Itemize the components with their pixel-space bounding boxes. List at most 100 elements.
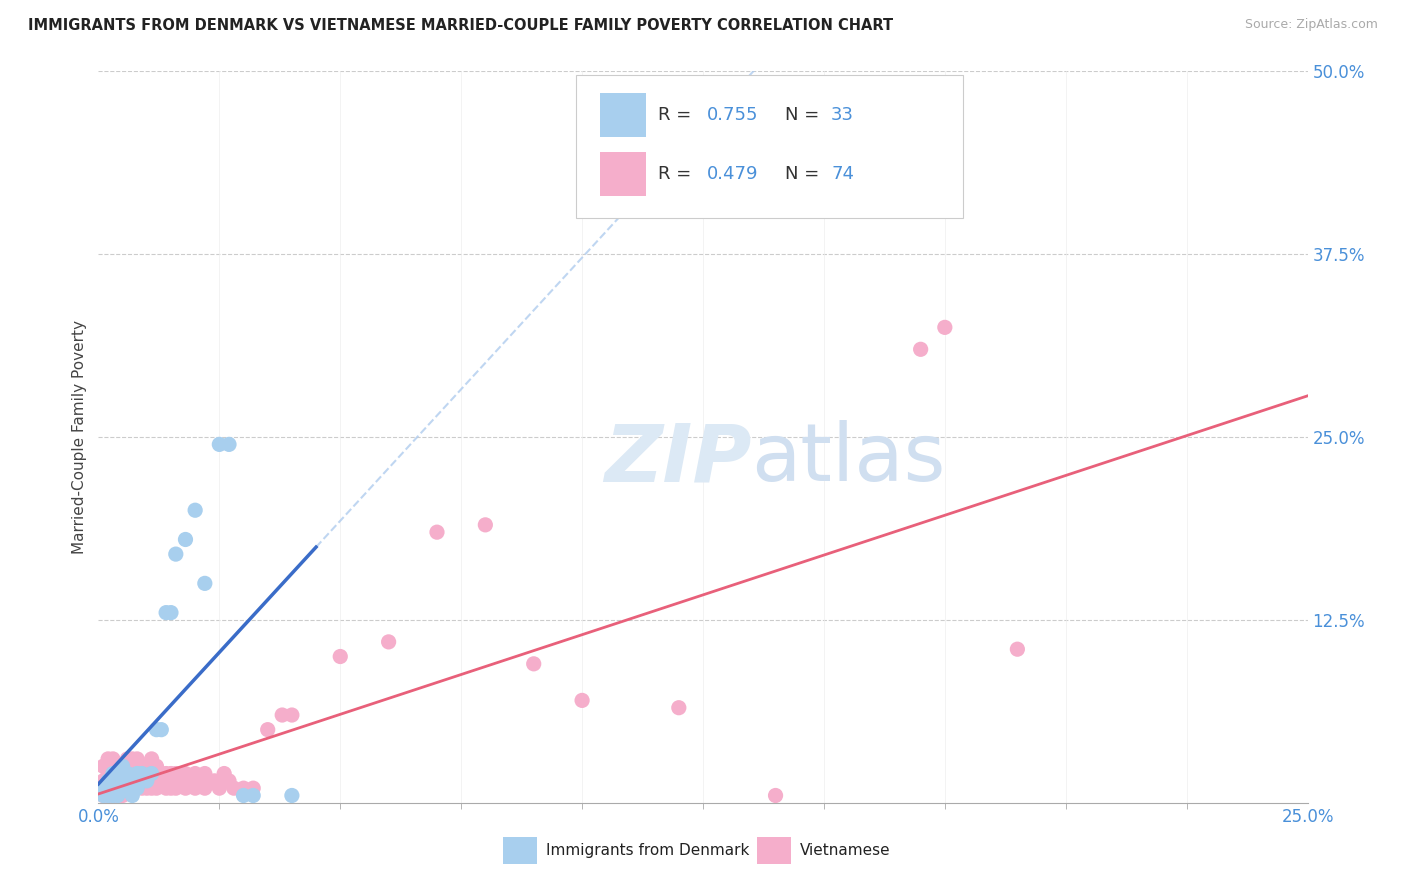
FancyBboxPatch shape bbox=[758, 838, 792, 863]
Text: N =: N = bbox=[785, 165, 825, 183]
Point bbox=[184, 766, 207, 780]
Point bbox=[101, 781, 124, 796]
Text: R =: R = bbox=[658, 106, 697, 124]
Point bbox=[188, 773, 211, 788]
Point bbox=[97, 752, 120, 766]
Point bbox=[668, 700, 690, 714]
Point bbox=[107, 759, 129, 773]
Point bbox=[271, 708, 294, 723]
Point bbox=[107, 781, 129, 796]
Point bbox=[91, 781, 114, 796]
Text: IMMIGRANTS FROM DENMARK VS VIETNAMESE MARRIED-COUPLE FAMILY POVERTY CORRELATION : IMMIGRANTS FROM DENMARK VS VIETNAMESE MA… bbox=[28, 18, 893, 33]
Point bbox=[160, 606, 183, 620]
Point bbox=[97, 766, 120, 780]
Point bbox=[174, 766, 197, 780]
Point bbox=[141, 781, 163, 796]
Point bbox=[97, 789, 120, 803]
Text: Vietnamese: Vietnamese bbox=[800, 843, 890, 858]
Point bbox=[127, 752, 149, 766]
Point bbox=[111, 759, 134, 773]
Point bbox=[135, 781, 157, 796]
Point bbox=[121, 766, 143, 780]
Point bbox=[174, 781, 197, 796]
Point bbox=[1007, 642, 1029, 657]
Point bbox=[426, 525, 449, 540]
FancyBboxPatch shape bbox=[503, 838, 537, 863]
Point bbox=[150, 773, 173, 788]
Point bbox=[218, 437, 240, 451]
Point bbox=[117, 781, 139, 796]
Text: 74: 74 bbox=[831, 165, 855, 183]
Point bbox=[145, 759, 167, 773]
Point bbox=[117, 752, 139, 766]
Point bbox=[377, 635, 399, 649]
Point bbox=[281, 789, 304, 803]
Point bbox=[281, 708, 304, 723]
Point bbox=[571, 693, 593, 707]
FancyBboxPatch shape bbox=[600, 152, 647, 195]
Point bbox=[150, 723, 173, 737]
Point bbox=[121, 789, 143, 803]
Point bbox=[910, 343, 932, 357]
Point bbox=[169, 773, 191, 788]
Point bbox=[765, 789, 787, 803]
Text: 33: 33 bbox=[831, 106, 855, 124]
Point bbox=[101, 766, 124, 780]
Point bbox=[91, 781, 114, 796]
Point bbox=[127, 766, 149, 780]
Point bbox=[141, 766, 163, 780]
Point bbox=[111, 773, 134, 788]
Point bbox=[256, 723, 278, 737]
Point bbox=[97, 781, 120, 796]
Point bbox=[141, 752, 163, 766]
Point bbox=[107, 789, 129, 803]
Point bbox=[165, 766, 187, 780]
Point bbox=[184, 781, 207, 796]
Point bbox=[165, 781, 187, 796]
Point bbox=[194, 781, 217, 796]
Point bbox=[91, 789, 114, 803]
Point bbox=[155, 766, 177, 780]
Point bbox=[111, 759, 134, 773]
Point bbox=[523, 657, 546, 671]
Point bbox=[117, 766, 139, 780]
Point bbox=[107, 789, 129, 803]
Point bbox=[934, 320, 956, 334]
Point bbox=[155, 781, 177, 796]
Point bbox=[145, 781, 167, 796]
Point bbox=[179, 773, 201, 788]
Point bbox=[91, 789, 114, 803]
Point bbox=[194, 766, 217, 780]
Point bbox=[232, 781, 254, 796]
Point bbox=[91, 759, 114, 773]
Point bbox=[101, 781, 124, 796]
Point bbox=[127, 781, 149, 796]
Point bbox=[135, 759, 157, 773]
Point bbox=[127, 766, 149, 780]
Point bbox=[117, 781, 139, 796]
Point bbox=[117, 766, 139, 780]
Point bbox=[242, 781, 264, 796]
Text: ZIP: ZIP bbox=[605, 420, 751, 498]
Text: Source: ZipAtlas.com: Source: ZipAtlas.com bbox=[1244, 18, 1378, 31]
Text: atlas: atlas bbox=[751, 420, 946, 498]
Point bbox=[198, 773, 221, 788]
Point bbox=[184, 503, 207, 517]
Y-axis label: Married-Couple Family Poverty: Married-Couple Family Poverty bbox=[72, 320, 87, 554]
Point bbox=[160, 781, 183, 796]
Point bbox=[97, 773, 120, 788]
Point bbox=[127, 781, 149, 796]
Point bbox=[329, 649, 352, 664]
Point bbox=[111, 773, 134, 788]
Point bbox=[165, 547, 187, 561]
Point bbox=[91, 773, 114, 788]
Point bbox=[101, 789, 124, 803]
Point bbox=[107, 773, 129, 788]
Point bbox=[111, 789, 134, 803]
Text: R =: R = bbox=[658, 165, 697, 183]
Point bbox=[101, 789, 124, 803]
Point bbox=[204, 773, 226, 788]
Point bbox=[242, 789, 264, 803]
Point bbox=[150, 766, 173, 780]
Text: Immigrants from Denmark: Immigrants from Denmark bbox=[546, 843, 749, 858]
